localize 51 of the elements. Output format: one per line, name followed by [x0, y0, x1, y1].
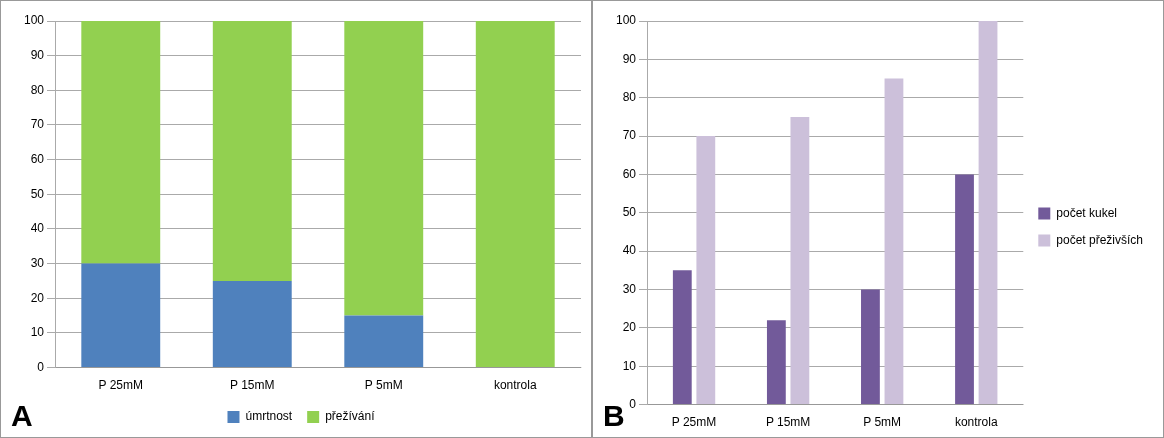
bar	[978, 21, 998, 405]
x-tick-label: P 25mM	[671, 415, 717, 430]
bar	[212, 21, 292, 281]
bar	[475, 21, 555, 368]
legend-label: počet kukel	[1056, 205, 1117, 220]
y-tick-label: 100	[615, 13, 637, 28]
y-tick-label: 80	[622, 90, 637, 105]
y-tick-label: 40	[622, 243, 637, 258]
y-tick-label: 90	[622, 51, 637, 66]
bar	[861, 289, 880, 405]
y-tick-label: 20	[622, 320, 637, 335]
y-tick-label: 60	[622, 166, 637, 181]
x-tick-label: P 25mM	[98, 378, 143, 393]
y-tick-label: 0	[37, 359, 45, 374]
bar	[81, 263, 161, 368]
y-tick-label: 10	[30, 325, 45, 340]
bar	[884, 78, 904, 405]
y-tick-label: 30	[622, 281, 637, 296]
bar	[81, 21, 161, 264]
x-tick-label: P 5mM	[863, 415, 902, 430]
bar	[672, 270, 692, 405]
x-tick-label: P 15mM	[230, 378, 275, 393]
legend-label: počet přeživších	[1056, 232, 1144, 247]
x-tick-label: P 15mM	[765, 415, 811, 430]
bar	[344, 21, 424, 316]
legend-label: úmrtnost	[245, 409, 293, 424]
bar	[344, 315, 424, 368]
text: B	[603, 399, 625, 433]
legend-label: přežívání	[325, 409, 376, 424]
bar	[212, 280, 292, 368]
y-tick-label: 0	[629, 396, 637, 411]
y-tick-label: 60	[30, 151, 45, 166]
x-tick-label: kontrola	[954, 415, 998, 430]
x-tick-label: P 5mM	[364, 378, 403, 393]
y-tick-label: 50	[30, 186, 45, 201]
y-tick-label: 30	[30, 255, 45, 270]
y-tick-label: 90	[30, 47, 45, 62]
y-tick-label: 70	[622, 128, 637, 143]
y-tick-label: 10	[622, 358, 637, 373]
y-tick-label: 40	[30, 221, 45, 236]
y-tick-label: 100	[23, 13, 45, 28]
x-tick-label: kontrola	[493, 378, 537, 393]
bar	[766, 320, 786, 405]
text: A	[11, 399, 33, 433]
y-tick-label: 80	[30, 82, 45, 97]
y-tick-label: 50	[622, 205, 637, 220]
y-tick-label: 20	[30, 290, 45, 305]
bar	[955, 174, 974, 405]
bar	[790, 116, 810, 405]
bar	[696, 136, 716, 405]
y-tick-label: 70	[30, 117, 45, 132]
